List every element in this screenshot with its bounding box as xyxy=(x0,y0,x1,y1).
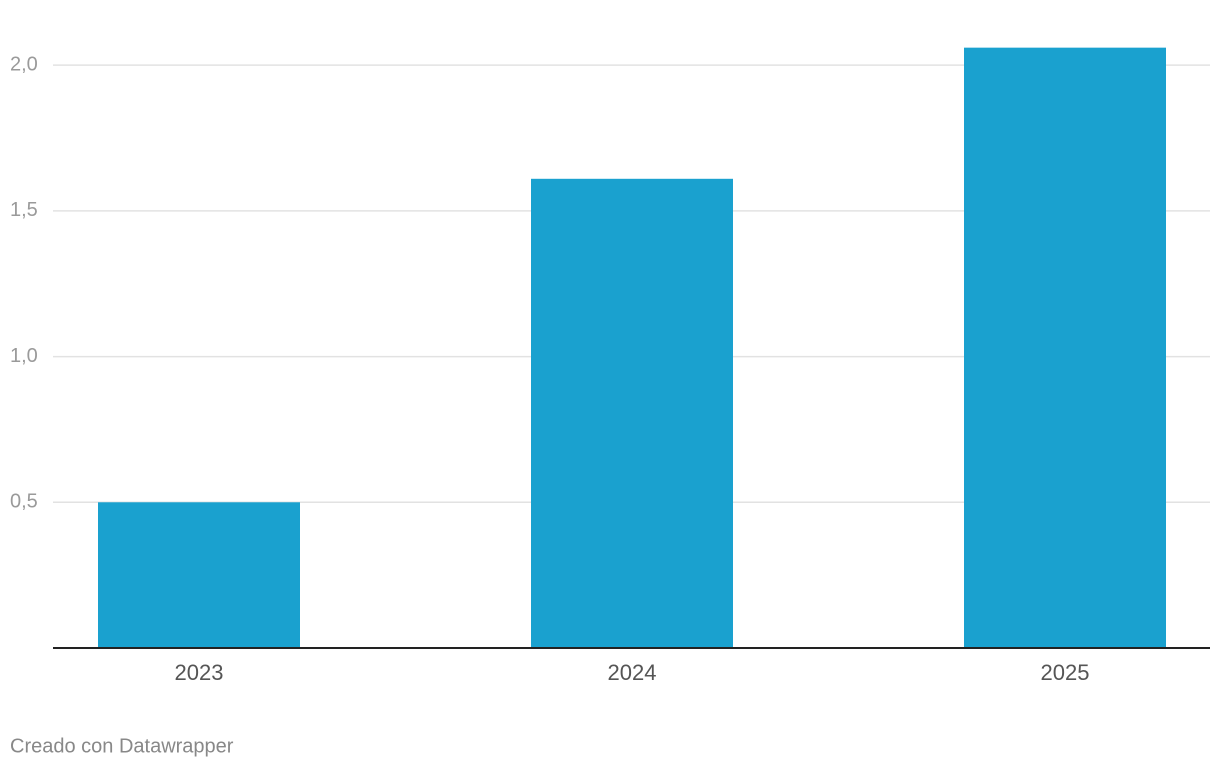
y-tick-label: 2,0 xyxy=(10,53,38,75)
x-tick-label: 2023 xyxy=(175,660,224,685)
x-tick-label: 2024 xyxy=(608,660,657,685)
footer: Creado con Datawrapper xyxy=(10,735,234,757)
y-tick-label: 1,5 xyxy=(10,199,38,221)
x-tick-label: 2025 xyxy=(1041,660,1090,685)
bar xyxy=(531,178,733,649)
bar xyxy=(964,47,1166,648)
y-tick-label: 1,0 xyxy=(10,345,38,367)
y-tick-label: 0,5 xyxy=(10,491,38,513)
bar xyxy=(98,502,300,648)
